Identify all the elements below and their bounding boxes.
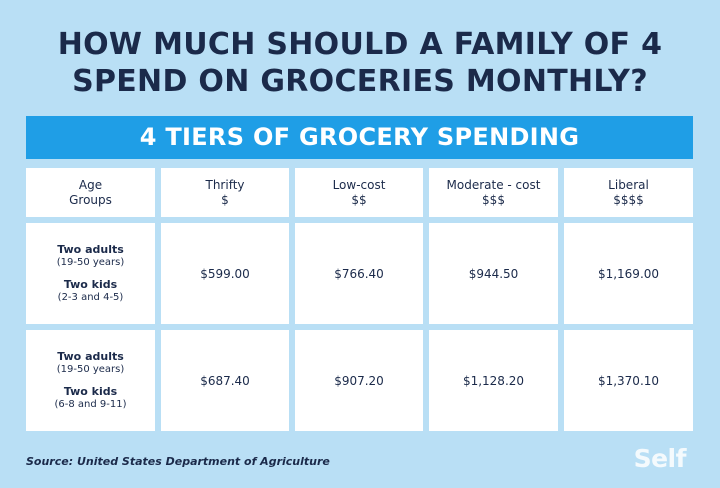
header-low-cost: Low-cost $$ [295,168,423,217]
title-line-2: SPEND ON GROCERIES MONTHLY? [72,64,648,99]
table-banner: 4 TIERS OF GROCERY SPENDING [26,116,693,159]
row-1-low-cost: $766.40 [295,223,423,324]
adults-label: Two adults [57,243,124,256]
row-1-liberal: $1,169.00 [564,223,693,324]
row-2-liberal: $1,370.10 [564,330,693,431]
header-liberal: Liberal $$$$ [564,168,693,217]
row-2-thrifty: $687.40 [161,330,289,431]
kids-label: Two kids [63,385,118,398]
kids-ages: (6-8 and 9-11) [54,399,127,410]
page-title: HOW MUCH SHOULD A FAMILY OF 4 SPEND ON G… [0,26,720,100]
header-moderate-cost: Moderate - cost $$$ [429,168,558,217]
kids-label: Two kids [63,278,118,291]
kids-ages: (2-3 and 4-5) [57,292,124,303]
row-2-moderate-cost: $1,128.20 [429,330,558,431]
header-age-groups: Age Groups [26,168,155,217]
adults-ages: (19-50 years) [56,257,125,268]
header-thrifty: Thrifty $ [161,168,289,217]
row-1-thrifty: $599.00 [161,223,289,324]
source-note: Source: United States Department of Agri… [26,455,330,468]
adults-label: Two adults [57,350,124,363]
self-logo: Self [633,444,687,473]
row-2-age-group: Two adults (19-50 years) Two kids (6-8 a… [26,330,155,431]
row-1-age-group: Two adults (19-50 years) Two kids (2-3 a… [26,223,155,324]
title-line-1: HOW MUCH SHOULD A FAMILY OF 4 [57,27,663,62]
adults-ages: (19-50 years) [56,364,125,375]
row-2-low-cost: $907.20 [295,330,423,431]
row-1-moderate-cost: $944.50 [429,223,558,324]
